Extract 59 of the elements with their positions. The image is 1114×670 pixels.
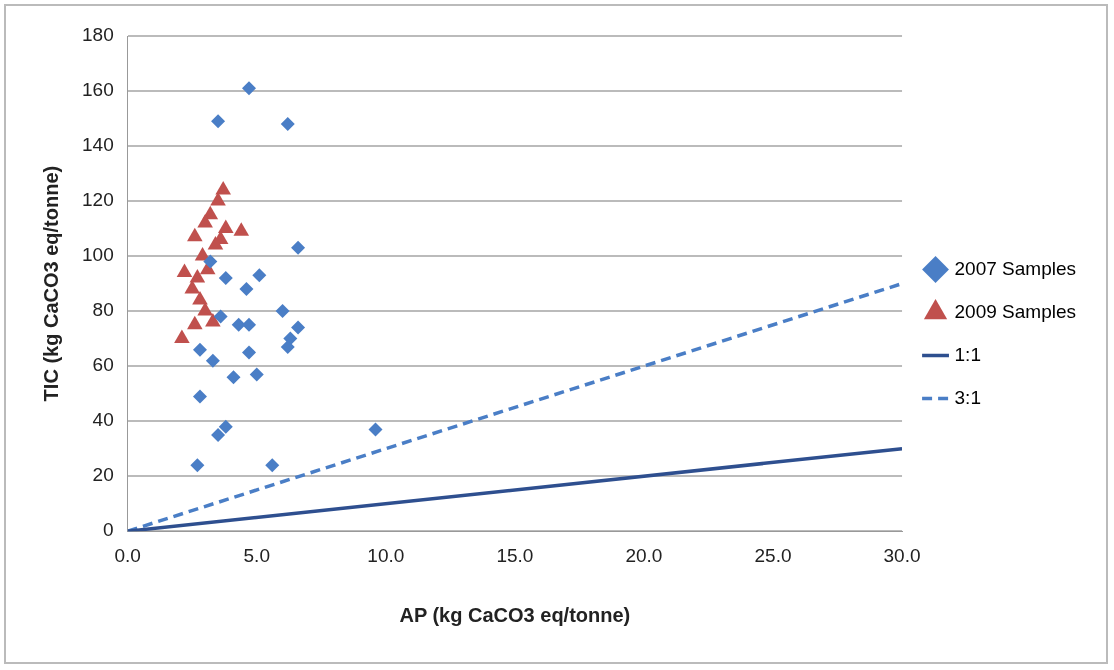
point	[252, 268, 267, 283]
x-tick-label: 15.0	[496, 544, 534, 566]
x-tick-label: 5.0	[243, 544, 270, 566]
point	[275, 304, 290, 319]
legend-label: 1:1	[954, 343, 981, 365]
point	[203, 254, 218, 269]
point	[239, 282, 254, 297]
point	[265, 458, 280, 473]
legend-label: 2009 Samples	[954, 300, 1076, 322]
y-tick-label: 40	[92, 409, 114, 431]
legend-label: 2007 Samples	[954, 257, 1076, 279]
y-tick-label: 60	[92, 354, 114, 376]
x-tick-label: 0.0	[114, 544, 141, 566]
point	[242, 317, 257, 332]
point	[192, 291, 208, 305]
point	[280, 339, 295, 354]
y-axis-title: TIC (kg CaCO3 eq/tonne)	[39, 165, 62, 402]
point	[218, 271, 233, 286]
point	[210, 192, 226, 206]
y-tick-label: 100	[82, 244, 114, 266]
x-tick-label: 20.0	[625, 544, 663, 566]
point	[192, 389, 207, 404]
y-tick-label: 180	[82, 24, 114, 46]
x-tick-label: 10.0	[367, 544, 405, 566]
y-tick-label: 20	[92, 464, 114, 486]
point	[233, 222, 250, 236]
point	[291, 240, 306, 255]
point	[205, 313, 221, 327]
point	[205, 353, 220, 368]
x-tick-label: 25.0	[754, 544, 792, 566]
point	[184, 280, 201, 294]
y-tick-label: 140	[82, 134, 114, 156]
y-tick-label: 120	[82, 189, 114, 211]
point	[176, 263, 193, 278]
point	[211, 427, 226, 442]
point	[213, 309, 228, 324]
point	[197, 214, 213, 228]
point	[368, 422, 383, 437]
point	[226, 370, 241, 385]
point	[174, 329, 190, 344]
point	[187, 315, 203, 330]
legend-label: 3:1	[954, 386, 981, 408]
point	[190, 458, 205, 473]
point	[197, 302, 213, 316]
y-tick-label: 160	[82, 79, 114, 101]
point	[218, 419, 233, 434]
x-axis-title: AP (kg CaCO3 eq/tonne)	[399, 603, 631, 626]
x-tick-label: 30.0	[883, 544, 921, 566]
point	[217, 219, 234, 234]
point	[187, 227, 203, 242]
point	[215, 181, 231, 195]
point	[291, 320, 306, 335]
y-tick-label: 80	[92, 299, 114, 321]
point	[249, 367, 264, 382]
y-tick-label: 0	[103, 519, 114, 541]
point	[189, 269, 206, 283]
point	[231, 317, 246, 332]
point	[242, 345, 257, 360]
point	[192, 342, 207, 357]
